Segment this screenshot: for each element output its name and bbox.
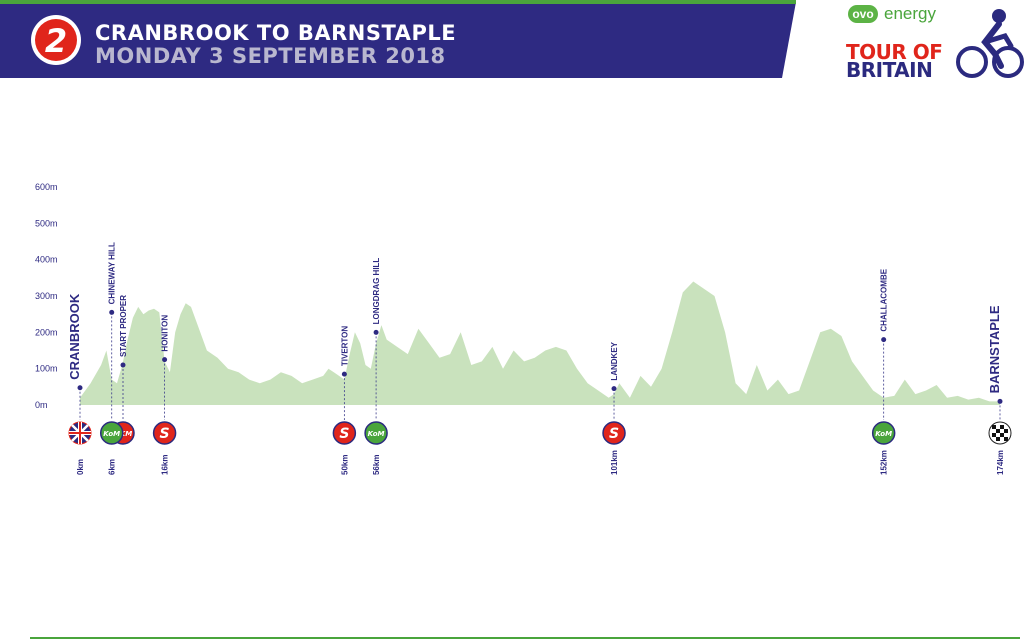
britain-text: BRITAIN <box>846 58 933 82</box>
elevation-area <box>80 281 1000 405</box>
marker-challacombe: CHALLACOMBE KoM 152km <box>871 268 896 475</box>
ovo-logo: ovo <box>848 5 878 23</box>
marker-dot <box>997 398 1003 404</box>
icon-label: S <box>339 426 349 442</box>
marker-km-label: 6km <box>108 459 117 475</box>
sprint-icon: S <box>152 421 177 445</box>
tour-of-text: TOUR OF <box>846 40 943 64</box>
energy-text: energy <box>884 4 936 23</box>
marker-tiverton: TIVERTON S 50km <box>332 326 357 475</box>
sprint-icon: S <box>602 421 626 445</box>
marker-barnstaple: BARNSTAPLE 174km <box>987 305 1012 475</box>
y-tick-label: 100m <box>35 364 58 374</box>
cyclist-icon <box>956 9 1024 78</box>
marker-name: CHINEWAY HILL <box>108 242 117 304</box>
y-tick-label: 200m <box>35 327 58 337</box>
kom-icon: KoM <box>871 421 896 445</box>
marker-name: CHALLACOMBE <box>880 268 889 331</box>
marker-name: TIVERTON <box>340 326 349 367</box>
stage-date: MONDAY 3 SEPTEMBER 2018 <box>95 44 446 68</box>
y-tick-label: 400m <box>35 255 58 265</box>
header-banner: 2 CRANBROOK TO BARNSTAPLE MONDAY 3 SEPTE… <box>0 0 1033 80</box>
marker-honiton: HONITON S 16km <box>152 315 177 475</box>
stage-title: CRANBROOK TO BARNSTAPLE <box>95 21 457 45</box>
footer-divider <box>30 637 1020 639</box>
marker-name: CRANBROOK <box>67 293 82 380</box>
marker-name: HONITON <box>161 315 170 352</box>
marker-dot <box>109 309 115 315</box>
y-tick-label: 0m <box>35 400 48 410</box>
y-tick-label: 500m <box>35 218 58 228</box>
marker-km-label: 50km <box>340 455 349 475</box>
y-axis: 600m 500m 400m 300m 200m 100m 0m <box>35 182 58 410</box>
marker-km-label: 56km <box>372 455 381 475</box>
icon-label: KoM <box>875 430 892 438</box>
union-flag-icon <box>68 421 92 445</box>
icon-label: KoM <box>103 430 120 438</box>
marker-dot <box>77 385 83 391</box>
marker-landkey: LANDKEY S 101km <box>602 341 626 475</box>
kom-icon: KoM <box>364 421 388 445</box>
marker-longdrag-hill: LONGDRAG HILL KoM 56km <box>364 258 388 475</box>
marker-name: LANDKEY <box>610 341 619 380</box>
y-tick-label: 300m <box>35 291 58 301</box>
icon-label: S <box>160 426 170 442</box>
marker-dot <box>341 371 347 377</box>
marker-km-label: 0km <box>76 459 85 475</box>
marker-chineway-hill: CHINEWAY HILL KoM 6km <box>99 242 124 475</box>
sprint-icon: S <box>332 421 357 445</box>
marker-km-label: 16km <box>161 455 170 475</box>
stage-number-badge: 2 <box>31 15 81 65</box>
marker-name: BARNSTAPLE <box>987 305 1002 393</box>
kom-icon: KoM <box>99 421 124 445</box>
marker-km-label: 174km <box>996 450 1005 475</box>
marker-dot <box>120 362 126 368</box>
marker-name: LONGDRAG HILL <box>372 258 381 325</box>
y-tick-label: 600m <box>35 182 58 192</box>
finish-flag-icon <box>988 421 1012 445</box>
marker-cranbrook: CRANBROOK 0km <box>67 293 92 475</box>
marker-km-label: 101km <box>610 450 619 475</box>
marker-dot <box>373 329 379 335</box>
banner-shape <box>0 0 796 78</box>
icon-label: KoM <box>368 430 385 438</box>
marker-dot <box>881 337 887 343</box>
stage-number: 2 <box>45 22 67 60</box>
marker-dot <box>162 357 168 363</box>
marker-name: START PROPER <box>119 295 128 357</box>
marker-dot <box>611 386 617 392</box>
marker-km-label: 152km <box>880 450 889 475</box>
icon-label: S <box>609 426 619 442</box>
